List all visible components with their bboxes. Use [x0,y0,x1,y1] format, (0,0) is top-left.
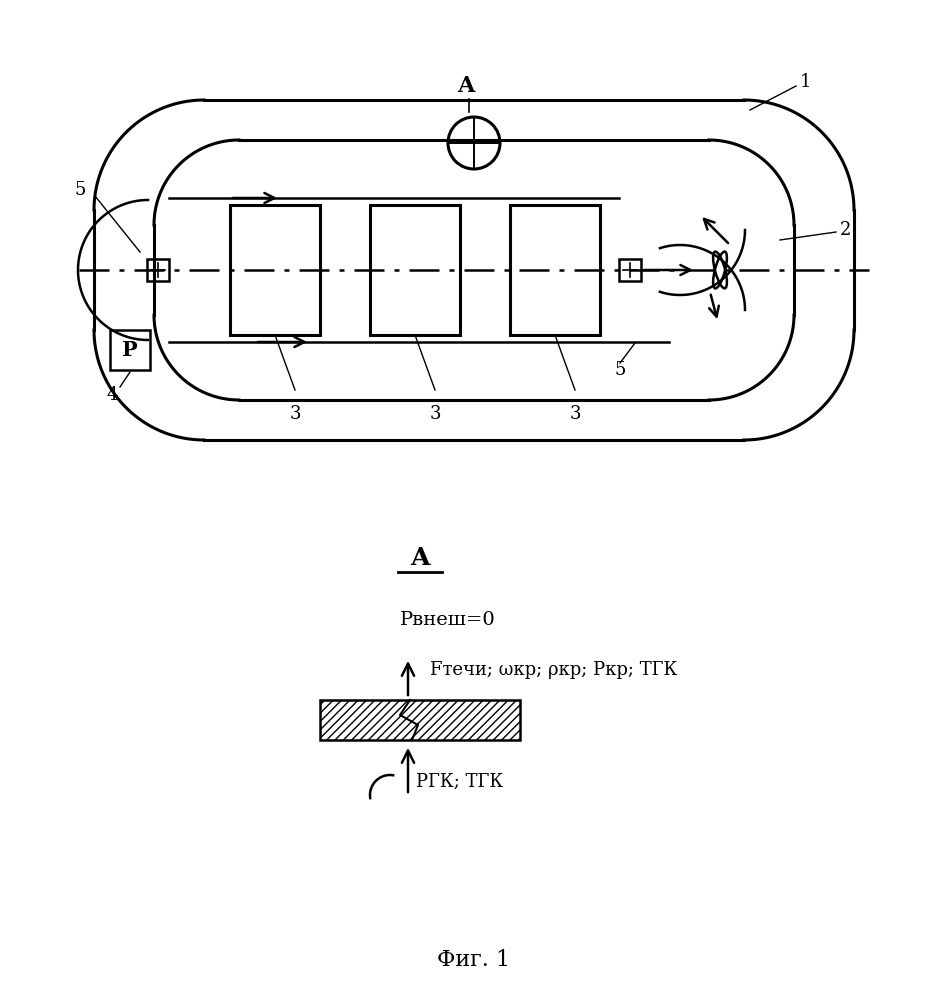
Text: 5: 5 [74,181,85,199]
Bar [147,259,169,281]
Text: 3: 3 [569,405,581,423]
Text: Фиг. 1: Фиг. 1 [437,949,511,971]
Text: A: A [410,546,429,570]
Text: 4: 4 [106,386,118,404]
Text: 3: 3 [429,405,441,423]
Text: P: P [122,340,137,360]
Bar [510,205,600,335]
Text: 5: 5 [614,361,626,379]
Bar [110,330,150,370]
Text: Pвнеш=0: Pвнеш=0 [400,611,496,629]
Text: 2: 2 [840,221,851,239]
Text: 1: 1 [800,73,811,91]
Bar [619,259,641,281]
Bar [230,205,320,335]
Text: 3: 3 [289,405,301,423]
Text: A: A [457,75,475,97]
Bar [370,205,460,335]
Bar [320,700,520,740]
Text: PГК; TГК: PГК; TГК [416,773,503,791]
Text: Fтечи; ωкр; ρкр; Pкр; TГК: Fтечи; ωкр; ρкр; Pкр; TГК [430,661,678,679]
